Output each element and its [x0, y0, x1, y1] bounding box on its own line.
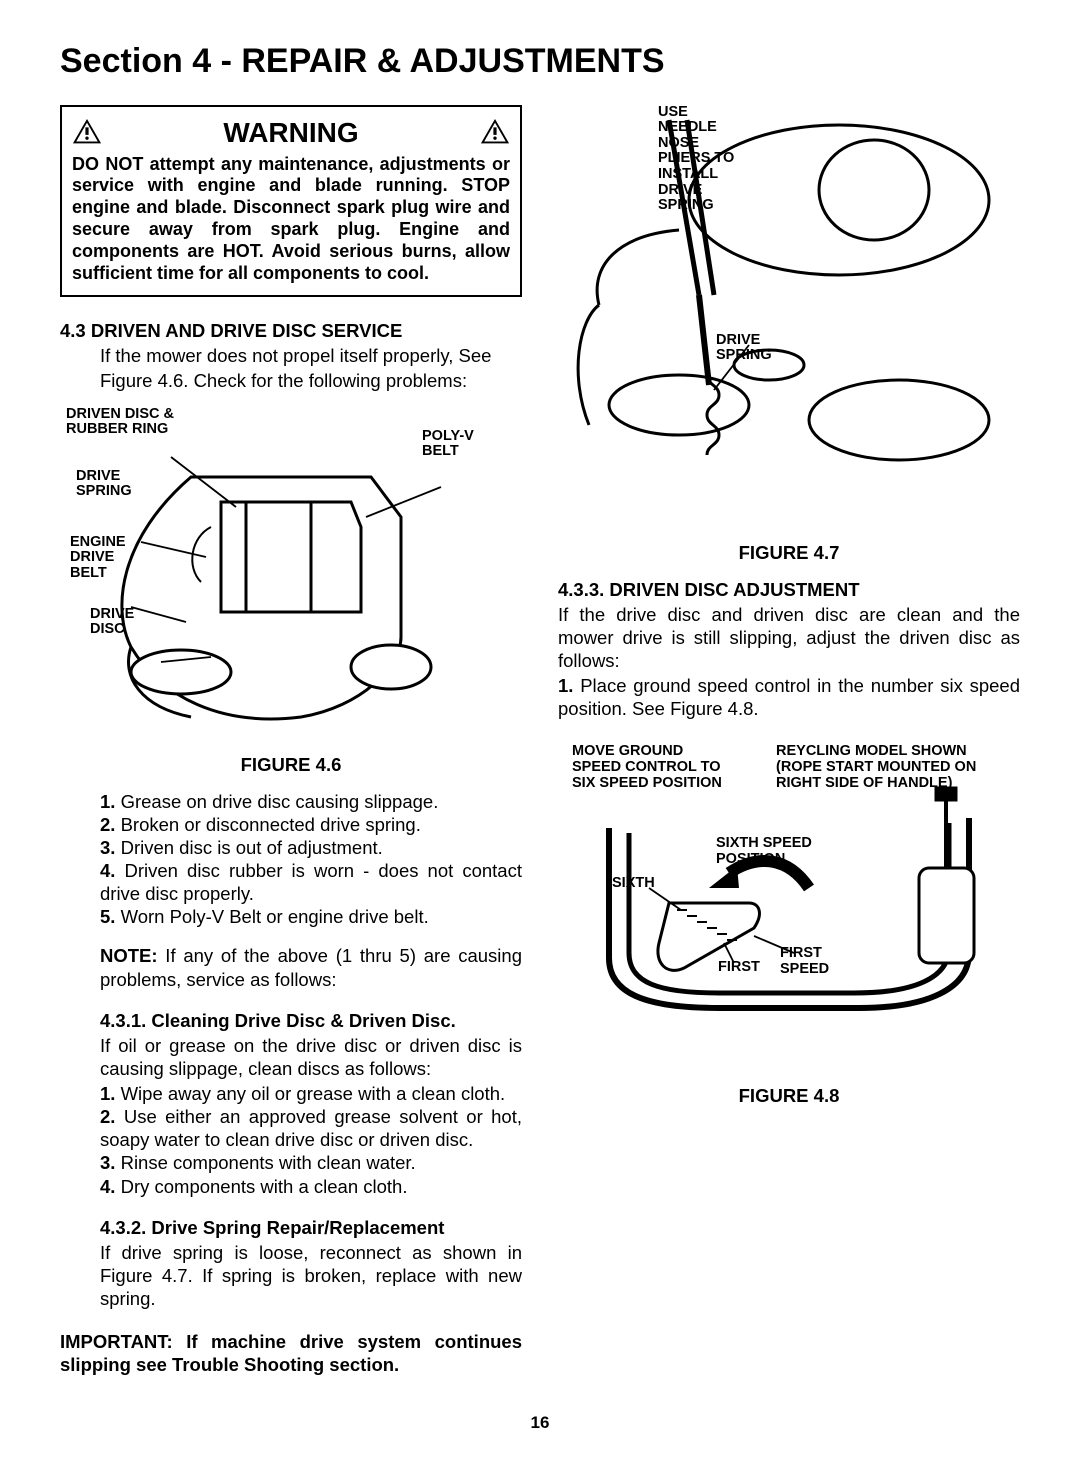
label-sixth-speed-position: SIXTH SPEED POSITION: [716, 836, 812, 867]
warning-box: WARNING DO NOT attempt any maintenance, …: [60, 105, 522, 298]
label-text: SPRING: [716, 347, 772, 363]
label-text: FIRST: [780, 945, 822, 961]
note-block: NOTE: If any of the above (1 thru 5) are…: [60, 944, 522, 990]
label-text: FIRST: [718, 959, 760, 975]
section-4-3-3-heading: 4.3.3. DRIVEN DISC ADJUSTMENT: [558, 578, 1020, 601]
warning-body: DO NOT attempt any maintenance, adjustme…: [72, 154, 510, 286]
warning-icon: [72, 118, 102, 146]
check-item-2: 2. Broken or disconnected drive spring.: [100, 813, 522, 836]
section-4-3-2: 4.3.2. Drive Spring Repair/Replacement I…: [60, 1216, 522, 1311]
check-item-3: 3. Driven disc is out of adjustment.: [100, 836, 522, 859]
label-text: DRIVE: [70, 549, 114, 565]
page-number: 16: [60, 1412, 1020, 1433]
section-4-3-intro: If the mower does not propel itself prop…: [60, 344, 522, 392]
label-first-speed: FIRST SPEED: [780, 946, 829, 977]
label-driven-disc: DRIVEN DISC & RUBBER RING: [66, 407, 174, 438]
label-first: FIRST: [718, 960, 760, 976]
label-text: SIXTH SPEED: [716, 835, 812, 851]
label-text: SIX SPEED POSITION: [572, 775, 722, 791]
figure-4-7: USE NEEDLE NOSE PLIERS TO INSTALL DRIVE …: [558, 105, 1020, 564]
label-text: MOVE GROUND: [572, 743, 683, 759]
section-4-3-2-heading: 4.3.2. Drive Spring Repair/Replacement: [100, 1216, 522, 1239]
label-text: DISC: [90, 621, 125, 637]
warning-icon: [480, 118, 510, 146]
figure-4-8: MOVE GROUND SPEED CONTROL TO SIX SPEED P…: [558, 738, 1020, 1107]
label-text: DRIVE: [658, 182, 702, 198]
right-column: USE NEEDLE NOSE PLIERS TO INSTALL DRIVE …: [558, 105, 1020, 1377]
label-drive-spring-47: DRIVE SPRING: [716, 333, 772, 364]
check-item-1: 1.1. Grease on drive disc causing slippa…: [100, 790, 522, 813]
label-engine-drive-belt: ENGINE DRIVE BELT: [70, 535, 126, 582]
step-2: 2. Use either an approved grease solvent…: [100, 1105, 522, 1151]
page-title: Section 4 - REPAIR & ADJUSTMENTS: [60, 40, 1020, 83]
label-text: PLIERS TO: [658, 150, 734, 166]
check-item-4: 4. Driven disc rubber is worn - does not…: [100, 859, 522, 905]
label-drive-spring: DRIVE SPRING: [76, 469, 132, 500]
figure-4-7-caption: FIGURE 4.7: [558, 541, 1020, 564]
warning-header: WARNING: [72, 115, 510, 150]
label-text: SPEED CONTROL TO: [572, 759, 721, 775]
label-text: DRIVEN DISC &: [66, 406, 174, 422]
section-4-3-1: 4.3.1. Cleaning Drive Disc & Driven Disc…: [60, 1009, 522, 1198]
step-4: 4. Dry components with a clean cloth.: [100, 1175, 522, 1198]
step-3: 3. Rinse components with clean water.: [100, 1151, 522, 1174]
label-text: (ROPE START MOUNTED ON: [776, 759, 976, 775]
label-text: DRIVE: [90, 606, 134, 622]
label-text: SPRING: [658, 197, 714, 213]
check-list: 1.1. Grease on drive disc causing slippa…: [60, 790, 522, 929]
label-poly-v-belt: POLY-V BELT: [422, 429, 474, 460]
label-text: BELT: [70, 565, 107, 581]
section-4-3-3-step-1: 1. Place ground speed control in the num…: [558, 674, 1020, 720]
label-move-ground: MOVE GROUND SPEED CONTROL TO SIX SPEED P…: [572, 744, 722, 791]
label-text: USE: [658, 104, 688, 120]
section-4-3-heading: 4.3 DRIVEN AND DRIVE DISC SERVICE: [60, 319, 522, 342]
label-text: BELT: [422, 443, 459, 459]
label-text: RIGHT SIDE OF HANDLE): [776, 775, 952, 791]
note-prefix: NOTE:: [100, 945, 158, 966]
label-text: SPRING: [76, 483, 132, 499]
label-text: REYCLING MODEL SHOWN: [776, 743, 967, 759]
figure-4-8-caption: FIGURE 4.8: [558, 1084, 1020, 1107]
section-4-3-3-intro: If the drive disc and driven disc are cl…: [558, 603, 1020, 672]
two-column-layout: WARNING DO NOT attempt any maintenance, …: [60, 105, 1020, 1377]
section-4-3-1-heading: 4.3.1. Cleaning Drive Disc & Driven Disc…: [100, 1009, 522, 1032]
label-text: SIXTH: [612, 875, 655, 891]
check-item-5: 5. Worn Poly-V Belt or engine drive belt…: [100, 905, 522, 928]
label-text: INSTALL: [658, 166, 718, 182]
label-use-needle: USE NEEDLE NOSE PLIERS TO INSTALL DRIVE …: [658, 105, 734, 215]
section-4-3-2-body: If drive spring is loose, reconnect as s…: [100, 1241, 522, 1310]
label-text: NEEDLE: [658, 119, 717, 135]
intro-line-1: If the mower does not propel itself prop…: [100, 344, 522, 367]
label-text: POSITION: [716, 851, 785, 867]
figure-4-6: DRIVEN DISC & RUBBER RING DRIVE SPRING E…: [60, 407, 522, 776]
label-recycling: REYCLING MODEL SHOWN (ROPE START MOUNTED…: [776, 744, 976, 791]
important-block: IMPORTANT: If machine drive system conti…: [60, 1330, 522, 1376]
warning-title: WARNING: [102, 115, 480, 150]
figure-4-6-illustration: DRIVEN DISC & RUBBER RING DRIVE SPRING E…: [60, 407, 522, 747]
step-1: 1. Wipe away any oil or grease with a cl…: [100, 1082, 522, 1105]
label-drive-disc: DRIVE DISC: [90, 607, 134, 638]
label-text: POLY-V: [422, 428, 474, 444]
figure-4-7-illustration: USE NEEDLE NOSE PLIERS TO INSTALL DRIVE …: [558, 105, 1020, 535]
note-body: If any of the above (1 thru 5) are causi…: [100, 945, 522, 989]
section-4-3-3: 4.3.3. DRIVEN DISC ADJUSTMENT If the dri…: [558, 578, 1020, 721]
label-sixth: SIXTH: [612, 876, 655, 892]
figure-4-8-illustration: MOVE GROUND SPEED CONTROL TO SIX SPEED P…: [558, 738, 1020, 1078]
section-4-3-1-intro: If oil or grease on the drive disc or dr…: [100, 1034, 522, 1080]
figure-4-6-caption: FIGURE 4.6: [60, 753, 522, 776]
label-text: DRIVE: [76, 468, 120, 484]
label-text: DRIVE: [716, 332, 760, 348]
intro-line-2: Figure 4.6. Check for the following prob…: [100, 369, 522, 392]
left-column: WARNING DO NOT attempt any maintenance, …: [60, 105, 522, 1377]
label-text: SPEED: [780, 961, 829, 977]
label-text: NOSE: [658, 135, 699, 151]
label-text: RUBBER RING: [66, 421, 168, 437]
label-text: ENGINE: [70, 534, 126, 550]
